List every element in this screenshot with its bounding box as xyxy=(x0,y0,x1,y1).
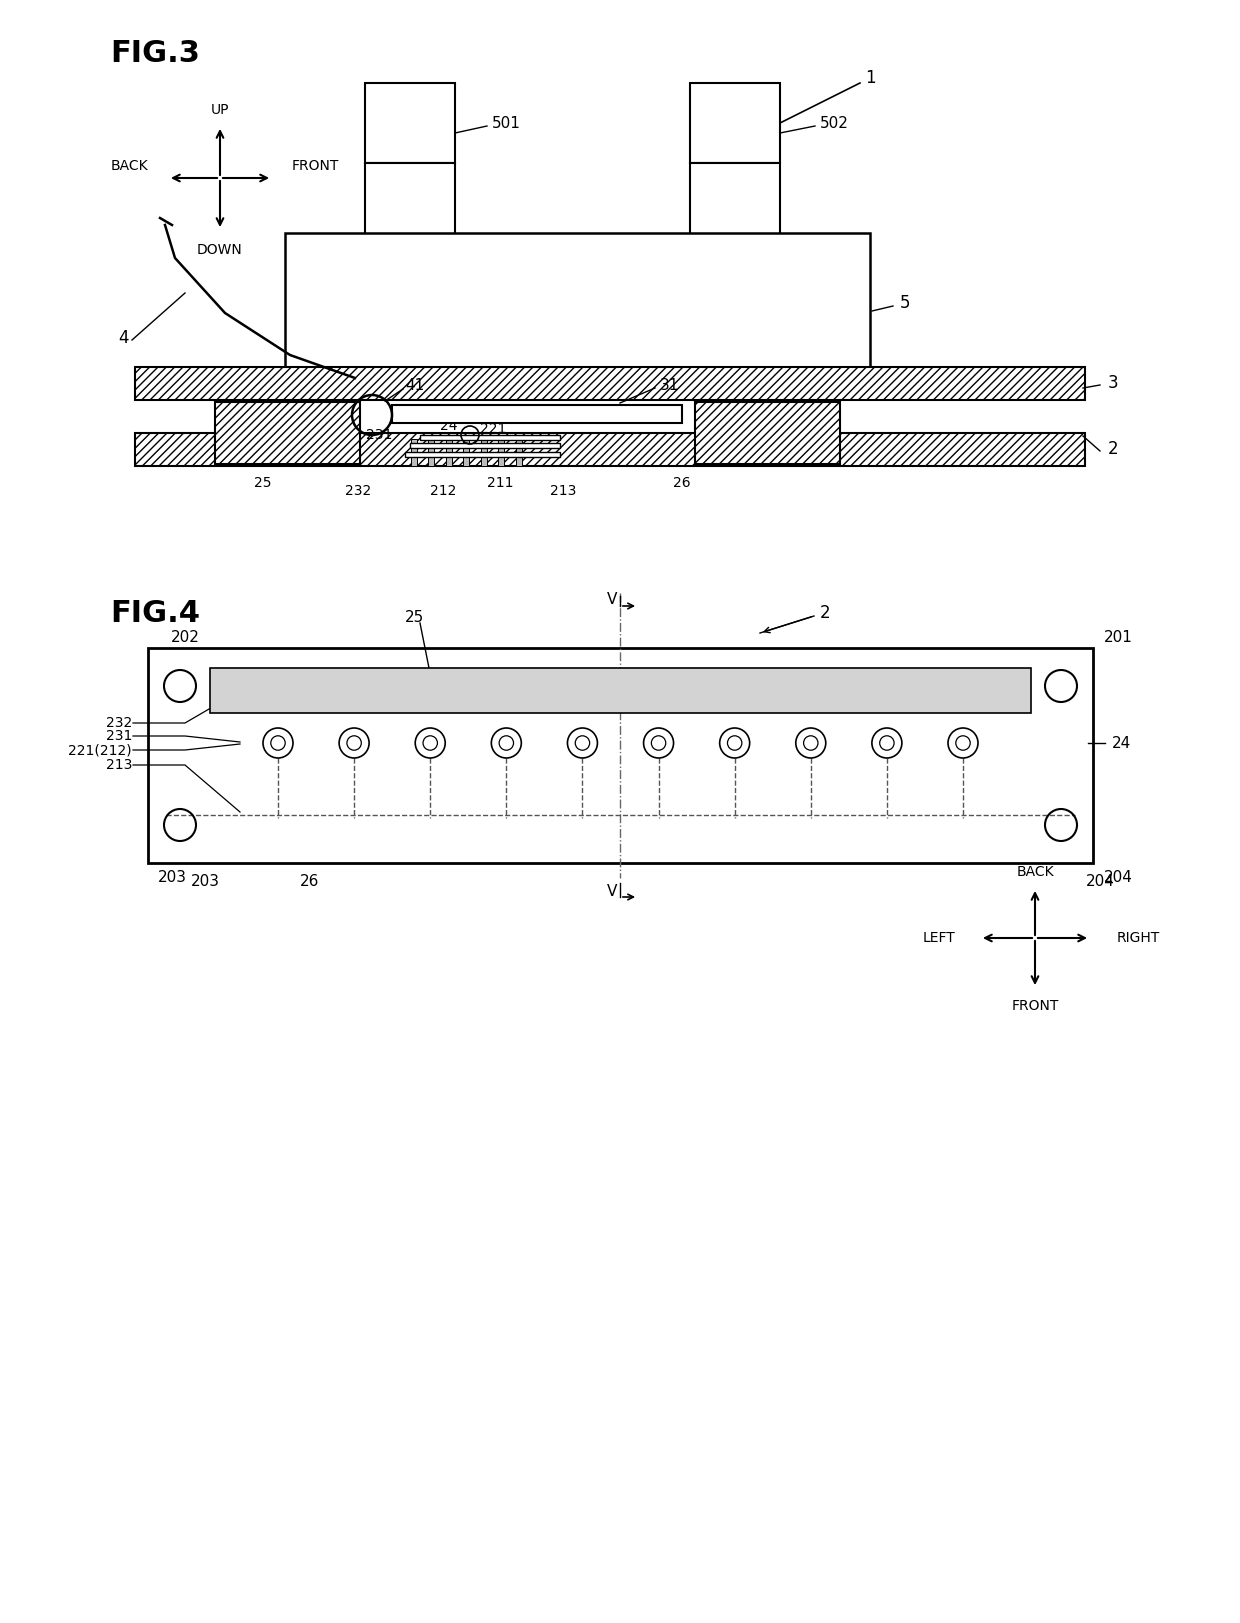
Bar xyxy=(148,648,1092,863)
Text: 502: 502 xyxy=(820,115,849,130)
Text: RIGHT: RIGHT xyxy=(1117,932,1161,945)
Bar xyxy=(210,669,1030,712)
Text: 213: 213 xyxy=(549,484,577,498)
Bar xyxy=(516,438,522,466)
Bar xyxy=(463,438,469,466)
Text: 221(212): 221(212) xyxy=(68,743,131,756)
Text: 3: 3 xyxy=(1109,373,1118,393)
Circle shape xyxy=(339,729,370,758)
Text: 232: 232 xyxy=(105,716,131,730)
Bar xyxy=(481,438,487,466)
Text: 232: 232 xyxy=(345,484,371,498)
Text: 231: 231 xyxy=(366,428,392,441)
Bar xyxy=(689,83,780,162)
Text: 231: 231 xyxy=(105,729,131,743)
Text: 204: 204 xyxy=(1104,870,1132,886)
Text: 201: 201 xyxy=(1104,630,1132,646)
Text: 24: 24 xyxy=(440,419,458,433)
Text: 2: 2 xyxy=(1109,440,1118,458)
Text: V: V xyxy=(606,592,618,607)
Text: FRONT: FRONT xyxy=(291,159,340,174)
Bar xyxy=(365,162,455,239)
Circle shape xyxy=(644,729,673,758)
Text: UP: UP xyxy=(211,102,229,117)
Circle shape xyxy=(949,729,978,758)
Text: BACK: BACK xyxy=(110,159,148,174)
Circle shape xyxy=(263,729,293,758)
Text: 203: 203 xyxy=(191,873,219,888)
Text: 24: 24 xyxy=(1112,735,1131,750)
Bar xyxy=(420,435,560,440)
Text: 26: 26 xyxy=(673,476,691,490)
Circle shape xyxy=(719,729,750,758)
Text: LEFT: LEFT xyxy=(923,932,955,945)
Circle shape xyxy=(568,729,598,758)
Text: DOWN: DOWN xyxy=(197,243,243,256)
Text: 204: 204 xyxy=(1085,873,1115,888)
Text: 212: 212 xyxy=(430,484,456,498)
Text: 31: 31 xyxy=(660,378,680,393)
Text: FRONT: FRONT xyxy=(1012,1000,1059,1013)
Bar xyxy=(215,403,360,464)
Text: 26: 26 xyxy=(300,873,320,888)
Text: 211: 211 xyxy=(487,476,513,490)
Circle shape xyxy=(872,729,901,758)
Text: 1: 1 xyxy=(864,70,875,88)
Text: 202: 202 xyxy=(171,630,200,646)
Circle shape xyxy=(415,729,445,758)
Bar xyxy=(285,234,870,378)
Bar xyxy=(365,83,455,162)
Bar xyxy=(689,162,780,239)
Text: V: V xyxy=(606,883,618,899)
Bar xyxy=(446,438,453,466)
Text: 213: 213 xyxy=(105,758,131,773)
Circle shape xyxy=(491,729,521,758)
Text: 221: 221 xyxy=(480,422,506,437)
Bar xyxy=(135,433,1085,466)
Bar xyxy=(410,438,417,466)
Bar xyxy=(498,438,503,466)
Bar xyxy=(410,443,560,448)
Text: BACK: BACK xyxy=(1017,865,1054,880)
Text: 5: 5 xyxy=(900,294,910,312)
Text: 2: 2 xyxy=(820,604,831,622)
Text: 41: 41 xyxy=(405,378,424,393)
Bar xyxy=(405,451,560,458)
Bar xyxy=(428,438,434,466)
Bar xyxy=(135,367,1085,399)
Text: FIG.3: FIG.3 xyxy=(110,39,200,68)
Bar xyxy=(392,406,682,424)
Text: FIG.4: FIG.4 xyxy=(110,599,200,628)
Text: 203: 203 xyxy=(157,870,186,886)
Text: 25: 25 xyxy=(405,610,424,625)
Circle shape xyxy=(796,729,826,758)
Text: 25: 25 xyxy=(254,476,272,490)
Text: 501: 501 xyxy=(492,115,521,130)
Text: 4: 4 xyxy=(118,329,129,347)
Bar xyxy=(694,403,839,464)
